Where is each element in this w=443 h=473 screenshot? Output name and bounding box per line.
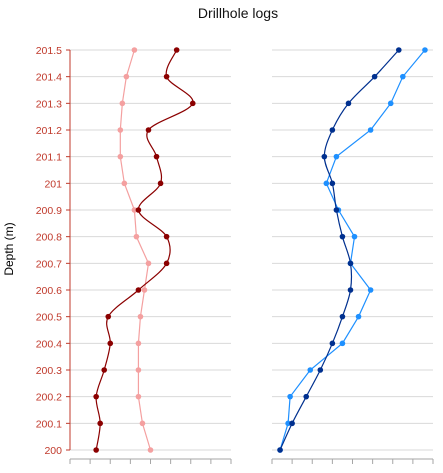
data-point-p1-s2: [135, 287, 142, 293]
y-tick-label: 200.7: [36, 258, 62, 270]
data-point-p1-s2: [135, 207, 142, 213]
data-point-p1-s1: [139, 420, 146, 427]
data-point-p1-s2: [105, 313, 112, 320]
data-point-p2-s1: [367, 127, 374, 133]
data-point-p2-s2: [345, 100, 352, 107]
data-point-p2-s2: [329, 127, 336, 133]
y-tick-label: 200.6: [36, 285, 62, 297]
data-point-p2-s2: [277, 447, 283, 453]
data-point-p1-s1: [135, 393, 142, 400]
data-point-p2-s2: [329, 180, 336, 187]
chart-title: Drillhole logs: [198, 5, 278, 21]
series-line-p2-s2: [279, 49, 400, 451]
data-point-p2-s2: [317, 367, 324, 373]
data-point-p1-s1: [145, 260, 152, 267]
data-point-p1-s1: [133, 233, 140, 240]
data-point-p1-s1: [131, 47, 138, 53]
data-point-p1-s2: [189, 100, 196, 107]
data-point-p2-s2: [339, 313, 346, 320]
data-point-p2-s1: [333, 153, 340, 160]
data-point-p1-s2: [93, 447, 99, 453]
data-point-p1-s1: [137, 313, 144, 320]
series-layer: [93, 47, 428, 453]
y-tick-label: 201.3: [36, 98, 62, 110]
data-point-p2-s2: [333, 207, 340, 213]
data-point-p2-s2: [339, 233, 346, 240]
data-point-p1-s1: [147, 447, 154, 453]
data-point-p1-s1: [123, 73, 130, 80]
data-point-p2-s1: [367, 287, 374, 293]
data-point-p1-s1: [135, 367, 142, 373]
data-point-p2-s1: [387, 100, 394, 107]
data-point-p1-s2: [163, 233, 170, 240]
data-point-p1-s1: [117, 153, 124, 160]
data-point-p1-s2: [163, 73, 170, 80]
y-tick-label: 201: [44, 178, 62, 190]
y-tick-label: 200: [44, 445, 62, 457]
data-point-p1-s2: [163, 260, 170, 267]
data-point-p2-s2: [289, 420, 295, 427]
y-tick-label: 201.1: [36, 152, 62, 164]
data-point-p1-s2: [93, 393, 99, 400]
data-point-p2-s1: [307, 367, 314, 373]
data-point-p1-s2: [107, 340, 114, 347]
data-point-p2-s1: [339, 340, 346, 347]
data-point-p1-s1: [121, 180, 128, 187]
data-point-p1-s1: [131, 207, 138, 213]
data-point-p2-s1: [400, 73, 406, 80]
data-point-p2-s1: [287, 393, 293, 400]
y-tick-label: 200.9: [36, 205, 62, 217]
data-point-p1-s2: [173, 47, 180, 53]
y-tick-label: 200.1: [36, 418, 62, 430]
data-point-p2-s1: [351, 233, 358, 240]
y-tick-label: 200.8: [36, 232, 62, 244]
y-tick-label: 200.4: [36, 338, 62, 350]
data-point-p1-s2: [145, 127, 152, 133]
axis-layer: [66, 49, 434, 464]
data-point-p1-s1: [119, 100, 126, 107]
data-point-p1-s2: [153, 153, 160, 160]
data-point-p1-s1: [117, 127, 124, 133]
data-point-p2-s2: [395, 47, 402, 53]
y-tick-label: 201.5: [36, 45, 62, 57]
y-tick-label: 200.3: [36, 365, 62, 377]
data-point-p2-s2: [303, 393, 310, 400]
data-point-p1-s1: [141, 287, 148, 293]
data-point-p1-s2: [157, 180, 164, 187]
data-point-p1-s2: [101, 367, 108, 373]
series-line-p1-s1: [119, 49, 152, 451]
tick-label-layer: 201.5 201.4 201.3 201.2 201.1 201 200.9 200.8 20…: [36, 45, 62, 457]
series-line-p2-s1: [279, 49, 426, 451]
data-point-p2-s1: [323, 180, 330, 187]
y-tick-label: 201.2: [36, 125, 62, 137]
data-point-p2-s2: [371, 73, 378, 80]
data-point-p2-s2: [347, 287, 354, 293]
y-tick-label: 201.4: [36, 72, 62, 84]
y-tick-label: 200.5: [36, 312, 62, 324]
data-point-p2-s1: [422, 47, 428, 53]
data-point-p2-s2: [321, 153, 328, 160]
data-point-p2-s2: [347, 260, 354, 267]
data-point-p2-s1: [285, 420, 291, 427]
y-tick-label: 200.2: [36, 392, 62, 404]
data-point-p1-s1: [135, 340, 142, 347]
data-point-p1-s2: [97, 420, 103, 427]
data-point-p2-s1: [355, 313, 362, 320]
y-axis-label: Depth (m): [2, 222, 16, 275]
series-line-p1-s2: [95, 49, 194, 451]
grid-layer: [70, 49, 433, 451]
data-point-p2-s2: [329, 340, 336, 347]
